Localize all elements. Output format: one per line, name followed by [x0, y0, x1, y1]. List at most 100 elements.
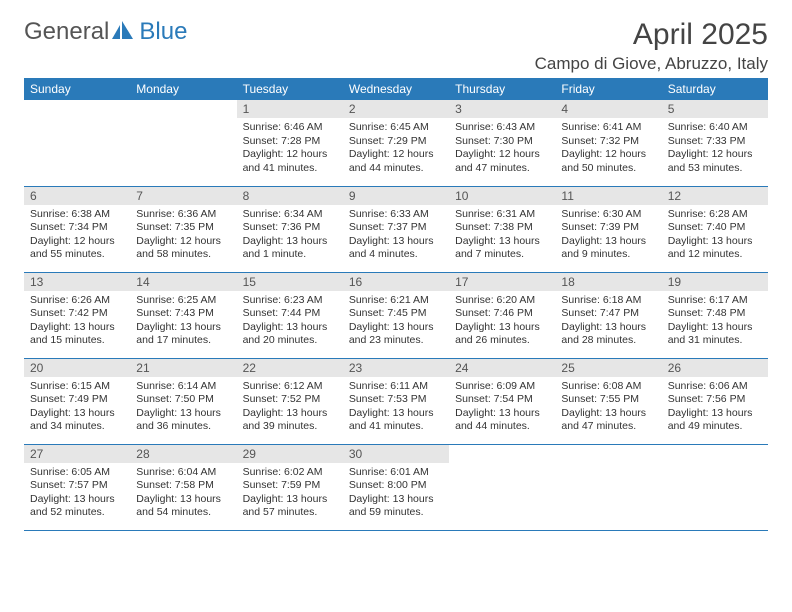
daylight-line: Daylight: 13 hours and 4 minutes. — [349, 235, 443, 262]
calendar-day-cell: 25Sunrise: 6:08 AMSunset: 7:55 PMDayligh… — [555, 358, 661, 444]
day-data: Sunrise: 6:26 AMSunset: 7:42 PMDaylight:… — [24, 291, 130, 353]
calendar-day-cell: 18Sunrise: 6:18 AMSunset: 7:47 PMDayligh… — [555, 272, 661, 358]
weekday-header: Sunday — [24, 78, 130, 100]
calendar-day-cell: 4Sunrise: 6:41 AMSunset: 7:32 PMDaylight… — [555, 100, 661, 186]
day-data: Sunrise: 6:41 AMSunset: 7:32 PMDaylight:… — [555, 118, 661, 180]
sunset-line: Sunset: 7:44 PM — [243, 307, 337, 321]
calendar-day-cell: 14Sunrise: 6:25 AMSunset: 7:43 PMDayligh… — [130, 272, 236, 358]
daylight-line: Daylight: 13 hours and 26 minutes. — [455, 321, 549, 348]
sunrise-line: Sunrise: 6:28 AM — [668, 208, 762, 222]
day-number: 9 — [343, 187, 449, 205]
sunrise-line: Sunrise: 6:11 AM — [349, 380, 443, 394]
sunrise-line: Sunrise: 6:04 AM — [136, 466, 230, 480]
sunset-line: Sunset: 7:56 PM — [668, 393, 762, 407]
title-block: April 2025 Campo di Giove, Abruzzo, Ital… — [535, 18, 768, 74]
day-number: 14 — [130, 273, 236, 291]
sunrise-line: Sunrise: 6:21 AM — [349, 294, 443, 308]
day-number: 7 — [130, 187, 236, 205]
calendar-day-cell: 9 Sunrise: 6:33 AMSunset: 7:37 PMDaylight… — [343, 186, 449, 272]
daylight-line: Daylight: 12 hours and 44 minutes. — [349, 148, 443, 175]
daylight-line: Daylight: 13 hours and 47 minutes. — [561, 407, 655, 434]
daylight-line: Daylight: 13 hours and 20 minutes. — [243, 321, 337, 348]
calendar-day-cell: 7Sunrise: 6:36 AMSunset: 7:35 PMDaylight… — [130, 186, 236, 272]
day-data: Sunrise: 6:23 AMSunset: 7:44 PMDaylight:… — [237, 291, 343, 353]
daylight-line: Daylight: 13 hours and 15 minutes. — [30, 321, 124, 348]
day-data: Sunrise: 6:45 AMSunset: 7:29 PMDaylight:… — [343, 118, 449, 180]
calendar-day-cell: 12Sunrise: 6:28 AMSunset: 7:40 PMDayligh… — [662, 186, 768, 272]
sunrise-line: Sunrise: 6:45 AM — [349, 121, 443, 135]
day-data: Sunrise: 6:40 AMSunset: 7:33 PMDaylight:… — [662, 118, 768, 180]
day-data: Sunrise: 6:31 AMSunset: 7:38 PMDaylight:… — [449, 205, 555, 267]
sunset-line: Sunset: 7:30 PM — [455, 135, 549, 149]
logo-word-general: General — [24, 18, 109, 46]
sunset-line: Sunset: 7:37 PM — [349, 221, 443, 235]
day-number: 26 — [662, 359, 768, 377]
day-data: Sunrise: 6:36 AMSunset: 7:35 PMDaylight:… — [130, 205, 236, 267]
calendar-day-cell: 3Sunrise: 6:43 AMSunset: 7:30 PMDaylight… — [449, 100, 555, 186]
sunset-line: Sunset: 7:46 PM — [455, 307, 549, 321]
calendar-day-cell: 15Sunrise: 6:23 AMSunset: 7:44 PMDayligh… — [237, 272, 343, 358]
daylight-line: Daylight: 12 hours and 53 minutes. — [668, 148, 762, 175]
day-data: Sunrise: 6:20 AMSunset: 7:46 PMDaylight:… — [449, 291, 555, 353]
sunrise-line: Sunrise: 6:25 AM — [136, 294, 230, 308]
day-number: 16 — [343, 273, 449, 291]
sunrise-line: Sunrise: 6:18 AM — [561, 294, 655, 308]
daylight-line: Daylight: 13 hours and 57 minutes. — [243, 493, 337, 520]
daylight-line: Daylight: 13 hours and 36 minutes. — [136, 407, 230, 434]
daylight-line: Daylight: 13 hours and 17 minutes. — [136, 321, 230, 348]
weekday-header: Wednesday — [343, 78, 449, 100]
day-number: 24 — [449, 359, 555, 377]
calendar-empty-cell — [24, 100, 130, 186]
day-number: 13 — [24, 273, 130, 291]
calendar-day-cell: 16Sunrise: 6:21 AMSunset: 7:45 PMDayligh… — [343, 272, 449, 358]
sunrise-line: Sunrise: 6:15 AM — [30, 380, 124, 394]
day-data: Sunrise: 6:12 AMSunset: 7:52 PMDaylight:… — [237, 377, 343, 439]
logo: General Blue — [24, 18, 187, 46]
location-subtitle: Campo di Giove, Abruzzo, Italy — [535, 54, 768, 74]
daylight-line: Daylight: 13 hours and 54 minutes. — [136, 493, 230, 520]
daylight-line: Daylight: 13 hours and 34 minutes. — [30, 407, 124, 434]
day-data: Sunrise: 6:01 AMSunset: 8:00 PMDaylight:… — [343, 463, 449, 525]
sunrise-line: Sunrise: 6:33 AM — [349, 208, 443, 222]
sunrise-line: Sunrise: 6:26 AM — [30, 294, 124, 308]
sunset-line: Sunset: 7:32 PM — [561, 135, 655, 149]
sunrise-line: Sunrise: 6:01 AM — [349, 466, 443, 480]
daylight-line: Daylight: 13 hours and 28 minutes. — [561, 321, 655, 348]
sunset-line: Sunset: 7:52 PM — [243, 393, 337, 407]
sunrise-line: Sunrise: 6:31 AM — [455, 208, 549, 222]
sunset-line: Sunset: 7:55 PM — [561, 393, 655, 407]
calendar-day-cell: 27Sunrise: 6:05 AMSunset: 7:57 PMDayligh… — [24, 444, 130, 530]
daylight-line: Daylight: 12 hours and 55 minutes. — [30, 235, 124, 262]
daylight-line: Daylight: 13 hours and 49 minutes. — [668, 407, 762, 434]
calendar-day-cell: 8Sunrise: 6:34 AMSunset: 7:36 PMDaylight… — [237, 186, 343, 272]
sunset-line: Sunset: 7:59 PM — [243, 479, 337, 493]
calendar-day-cell: 26 Sunrise: 6:06 AMSunset: 7:56 PMDayligh… — [662, 358, 768, 444]
sunset-line: Sunset: 8:00 PM — [349, 479, 443, 493]
sunset-line: Sunset: 7:29 PM — [349, 135, 443, 149]
calendar-week-row: 1Sunrise: 6:46 AMSunset: 7:28 PMDaylight… — [24, 100, 768, 186]
sunset-line: Sunset: 7:42 PM — [30, 307, 124, 321]
sunrise-line: Sunrise: 6:06 AM — [668, 380, 762, 394]
sunset-line: Sunset: 7:34 PM — [30, 221, 124, 235]
day-number: 2 — [343, 100, 449, 118]
weekday-header-row: SundayMondayTuesdayWednesdayThursdayFrid… — [24, 78, 768, 100]
sunset-line: Sunset: 7:39 PM — [561, 221, 655, 235]
sunset-line: Sunset: 7:50 PM — [136, 393, 230, 407]
daylight-line: Daylight: 13 hours and 44 minutes. — [455, 407, 549, 434]
weekday-header: Friday — [555, 78, 661, 100]
sunset-line: Sunset: 7:48 PM — [668, 307, 762, 321]
day-data: Sunrise: 6:30 AMSunset: 7:39 PMDaylight:… — [555, 205, 661, 267]
sunset-line: Sunset: 7:33 PM — [668, 135, 762, 149]
day-data: Sunrise: 6:09 AMSunset: 7:54 PMDaylight:… — [449, 377, 555, 439]
sunrise-line: Sunrise: 6:09 AM — [455, 380, 549, 394]
sunrise-line: Sunrise: 6:40 AM — [668, 121, 762, 135]
day-number: 20 — [24, 359, 130, 377]
day-number: 30 — [343, 445, 449, 463]
day-data: Sunrise: 6:21 AMSunset: 7:45 PMDaylight:… — [343, 291, 449, 353]
sunrise-line: Sunrise: 6:46 AM — [243, 121, 337, 135]
day-number: 29 — [237, 445, 343, 463]
day-number: 21 — [130, 359, 236, 377]
weekday-header: Tuesday — [237, 78, 343, 100]
day-data: Sunrise: 6:38 AMSunset: 7:34 PMDaylight:… — [24, 205, 130, 267]
daylight-line: Daylight: 13 hours and 9 minutes. — [561, 235, 655, 262]
